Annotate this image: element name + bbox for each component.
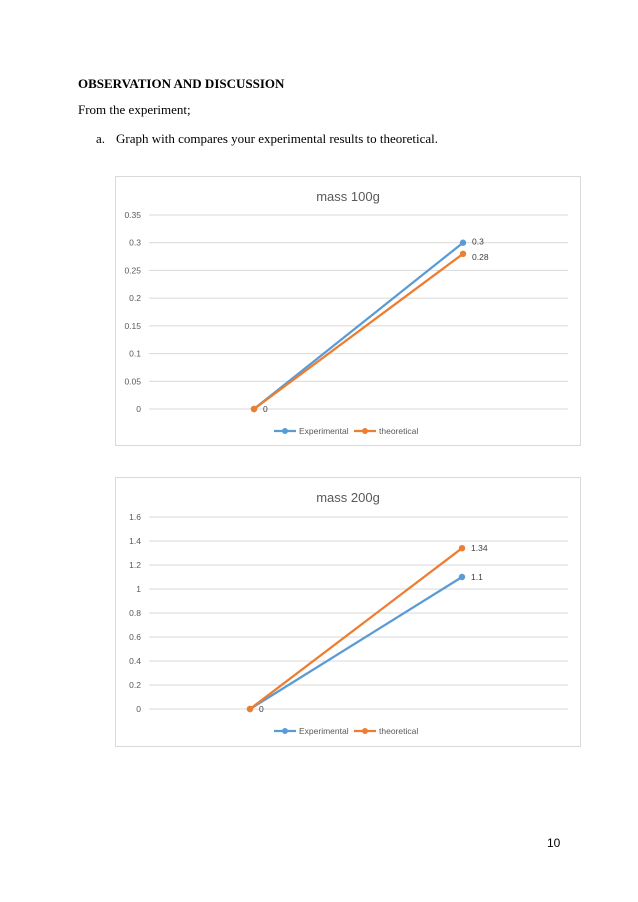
y-tick-label: 0.2 [129,293,141,303]
y-tick-label: 0.8 [129,608,141,618]
data-label: 0.3 [472,237,484,247]
legend-marker [282,728,288,734]
chart-svg: mass 100g 0 0.05 0.1 0.15 0.2 0.25 0.3 0.35 0 0.3 0… [124,189,568,436]
y-tick-label: 1 [136,584,141,594]
y-tick-label: 1.4 [129,536,141,546]
data-label: 1.34 [471,543,488,553]
list-marker: a. [96,131,106,146]
intro-text: From the experiment; [78,102,191,117]
y-tick-label: 0 [136,704,141,714]
data-point [246,705,254,713]
y-tick-label: 0.2 [129,680,141,690]
legend-label: theoretical [379,426,418,436]
legend-label: theoretical [379,726,418,736]
y-tick-label: 0.05 [124,376,141,386]
y-tick-label: 0.4 [129,656,141,666]
legend-marker [362,728,368,734]
data-point [250,405,258,413]
y-tick-label: 0.15 [124,321,141,331]
chart-mass-100g: mass 100g 0 0.05 0.1 0.15 0.2 0.25 0.3 0.35 0 0.3 0… [115,176,581,446]
series-line-theoretical [249,547,463,710]
y-tick-label: 0.25 [124,265,141,275]
series-line-theoretical [253,252,464,410]
list-item-text: Graph with compares your experimental re… [116,131,439,146]
chart-title: mass 100g [316,189,380,204]
series-line-experimental [253,241,464,410]
data-point [458,545,466,552]
chart-svg: mass 200g 0 0.2 0.4 0.6 0.8 1 1.2 1.4 1.6 1.1 0 1.34… [129,490,568,736]
legend-label: Experimental [299,726,349,736]
y-tick-label: 0.35 [124,210,141,220]
list-item: a. Graph with compares your experimental … [96,131,438,147]
data-label: 0.28 [472,252,489,262]
y-tick-label: 1.2 [129,560,141,570]
data-label: 0 [259,704,264,714]
data-label: 1.1 [471,572,483,582]
legend-label: Experimental [299,426,349,436]
y-tick-label: 0 [136,404,141,414]
section-heading: OBSERVATION AND DISCUSSION [78,76,285,91]
y-tick-label: 0.6 [129,632,141,642]
data-label: 0 [263,404,268,414]
series-line-experimental [249,576,463,710]
chart-mass-200g: mass 200g 0 0.2 0.4 0.6 0.8 1 1.2 1.4 1.6 1.1 0 1.34… [115,477,581,747]
data-point [459,239,467,246]
y-tick-label: 1.6 [129,512,141,522]
page-number: 10 [547,836,561,850]
y-tick-label: 0.3 [129,238,141,248]
chart-title: mass 200g [316,490,380,505]
legend-marker [362,428,368,434]
legend-marker [282,428,288,434]
data-point [459,250,467,257]
y-tick-label: 0.1 [129,349,141,359]
data-point [458,573,466,581]
